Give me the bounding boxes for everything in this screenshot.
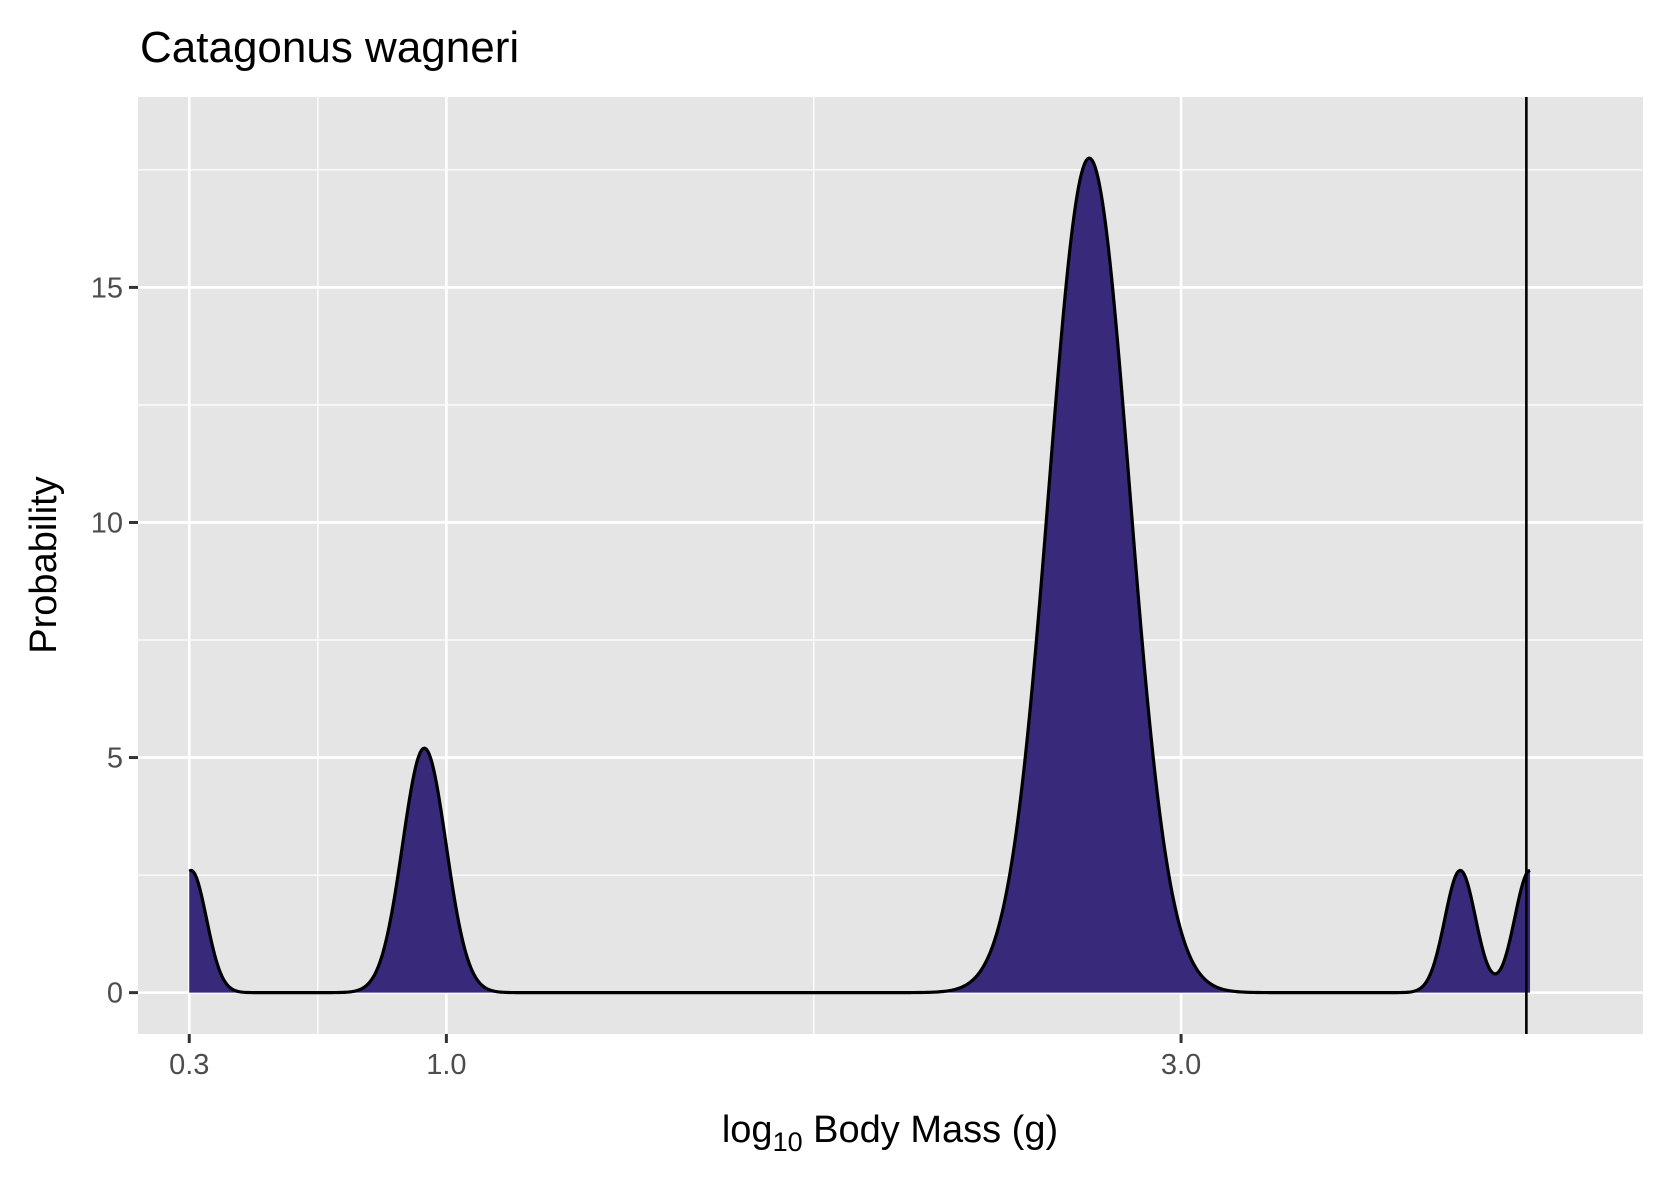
y-tick-label: 5 [107, 743, 123, 775]
x-axis-title-subscript: 10 [773, 1127, 803, 1157]
density-series [188, 156, 1531, 995]
x-axis-title: log10 Body Mass (g) [722, 1109, 1058, 1157]
density-line [188, 156, 1531, 995]
x-tick-label: 3.0 [1161, 1049, 1201, 1081]
x-tick-label: 0.3 [169, 1049, 209, 1081]
axes: 0 5 10 15 0.3 1.0 3.0 [91, 272, 1201, 1081]
x-tick-label: 1.0 [426, 1049, 466, 1081]
chart-title: Catagonus wagneri [140, 23, 519, 72]
x-axis-title-rest: Body Mass (g) [803, 1109, 1059, 1151]
y-axis-title: Probability [23, 476, 65, 653]
y-tick-label: 15 [91, 272, 123, 304]
y-tick-label: 10 [91, 507, 123, 539]
y-tick-label: 0 [107, 978, 123, 1010]
plot-panel [138, 97, 1643, 1034]
x-axis-title-main: log [722, 1109, 773, 1151]
